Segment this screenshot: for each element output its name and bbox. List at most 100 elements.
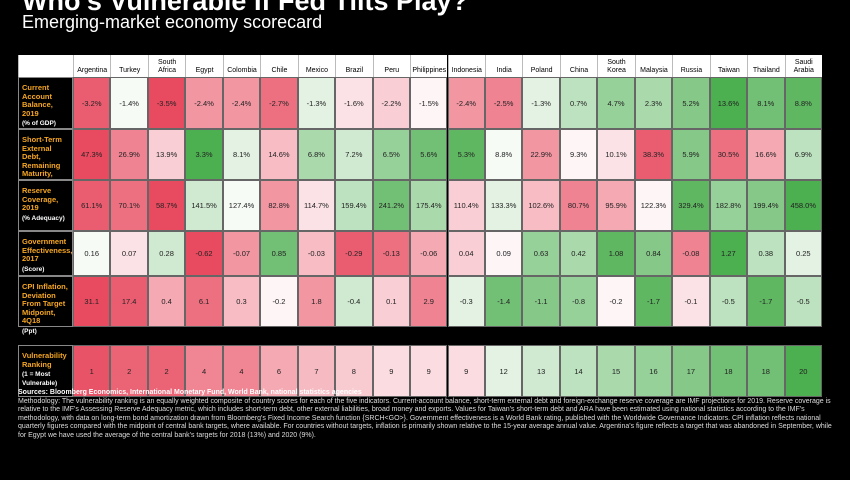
- heatmap-cell: 114.7%: [297, 180, 336, 231]
- column-header: Turkey: [110, 55, 148, 77]
- heatmap-cell: 13.9%: [147, 129, 186, 180]
- column-header: Thailand: [747, 55, 785, 77]
- ranking-cell: 15: [597, 345, 635, 397]
- heatmap-cell: -1.7: [747, 276, 785, 327]
- heatmap-cell: 2.3%: [634, 77, 673, 129]
- sources-label: Sources: Bloomberg Economics, Internatio…: [18, 389, 362, 396]
- heatmap-cell: 6.5%: [372, 129, 411, 180]
- heatmap-cell: 95.9%: [597, 180, 635, 231]
- ranking-cell: 12: [484, 345, 523, 397]
- heatmap-cell: 0.42: [559, 231, 598, 276]
- column-header: Colombia: [222, 55, 261, 77]
- heatmap-cell: 133.3%: [484, 180, 523, 231]
- ranking-cell: 9: [410, 345, 448, 397]
- heatmap-cell: 8.1%: [747, 77, 785, 129]
- heatmap-cell: 199.4%: [747, 180, 785, 231]
- heatmap-cell: 0.16: [73, 231, 111, 276]
- heatmap-cell: 0.25: [784, 231, 822, 276]
- heatmap-cell: -2.5%: [484, 77, 523, 129]
- heatmap-cell: -2.4%: [222, 77, 261, 129]
- heatmap-cell: 5.6%: [410, 129, 448, 180]
- ranking-cell: 4: [222, 345, 261, 397]
- heatmap-cell: 6.9%: [784, 129, 822, 180]
- heatmap-cell: 4.7%: [597, 77, 635, 129]
- heatmap-cell: 0.1: [372, 276, 411, 327]
- column-header: Mexico: [297, 55, 336, 77]
- heatmap-cell: 0.84: [634, 231, 673, 276]
- heatmap-cell: 8.8%: [484, 129, 523, 180]
- heatmap-cell: 5.9%: [672, 129, 710, 180]
- header-corner: [18, 55, 73, 77]
- heatmap-cell: -2.4%: [185, 77, 223, 129]
- chart-title: Who's Vulnerable If Fed Tilts Play?: [22, 0, 469, 16]
- heatmap-cell: -0.2: [260, 276, 298, 327]
- heatmap-cell: -2.7%: [260, 77, 298, 129]
- heatmap-cell: -0.07: [222, 231, 261, 276]
- ranking-cell: 18: [709, 345, 748, 397]
- heatmap-cell: -0.1: [672, 276, 710, 327]
- heatmap-cell: -1.6%: [335, 77, 373, 129]
- heatmap-cell: 0.85: [260, 231, 298, 276]
- heatmap-cell: -0.3: [447, 276, 485, 327]
- heatmap-cell: -0.08: [672, 231, 710, 276]
- heatmap-cell: 70.1%: [110, 180, 148, 231]
- heatmap-cell: 80.7%: [559, 180, 598, 231]
- column-header: Peru: [372, 55, 411, 77]
- heatmap-cell: 0.07: [110, 231, 148, 276]
- heatmap-cell: -0.5: [784, 276, 822, 327]
- heatmap-cell: 5.2%: [672, 77, 710, 129]
- heatmap-cell: 0.4: [147, 276, 186, 327]
- heatmap-cell: 38.3%: [634, 129, 673, 180]
- heatmap-cell: -0.4: [335, 276, 373, 327]
- column-header: Argentina: [73, 55, 111, 77]
- column-header: South Korea: [597, 55, 635, 77]
- heatmap-cell: -0.06: [410, 231, 448, 276]
- heatmap-cell: 3.3%: [185, 129, 223, 180]
- heatmap-cell: -2.4%: [447, 77, 485, 129]
- column-header: Philippines: [410, 55, 448, 77]
- heatmap-cell: -2.2%: [372, 77, 411, 129]
- heatmap-cell: 8.1%: [222, 129, 261, 180]
- column-header: South Africa: [147, 55, 186, 77]
- heatmap-cell: 0.04: [447, 231, 485, 276]
- heatmap-cell: 30.5%: [709, 129, 748, 180]
- heatmap-cell: 329.4%: [672, 180, 710, 231]
- ranking-cell: 17: [672, 345, 710, 397]
- ranking-cell: 1: [73, 345, 111, 397]
- heatmap-cell: 122.3%: [634, 180, 673, 231]
- column-header: Russia: [672, 55, 710, 77]
- heatmap-cell: 102.6%: [522, 180, 560, 231]
- column-header: Saudi Arabia: [784, 55, 822, 77]
- heatmap-cell: 159.4%: [335, 180, 373, 231]
- column-header: Malaysia: [634, 55, 673, 77]
- heatmap-cell: -1.4: [484, 276, 523, 327]
- heatmap-cell: 1.08: [597, 231, 635, 276]
- ranking-cell: 6: [260, 345, 298, 397]
- ranking-cell: 13: [522, 345, 560, 397]
- heatmap-cell: 82.8%: [260, 180, 298, 231]
- heatmap-cell: 47.3%: [73, 129, 111, 180]
- chart-subtitle: Emerging-market economy scorecard: [22, 12, 323, 32]
- ranking-label: Vulnerability Ranking (1 = Most Vulnerabl…: [18, 345, 73, 397]
- methodology-text: Methodology: The vulnerability ranking i…: [18, 397, 832, 439]
- heatmap-cell: -0.62: [185, 231, 223, 276]
- heatmap-cell: 458.0%: [784, 180, 822, 231]
- column-header: India: [484, 55, 523, 77]
- column-header: Brazil: [335, 55, 373, 77]
- column-header: Chile: [260, 55, 298, 77]
- heatmap-cell: -0.8: [559, 276, 598, 327]
- heatmap-cell: 26.9%: [110, 129, 148, 180]
- ranking-cell: 20: [784, 345, 822, 397]
- heatmap-cell: -0.03: [297, 231, 336, 276]
- heatmap-cell: -1.4%: [110, 77, 148, 129]
- heatmap-cell: -1.3%: [522, 77, 560, 129]
- row-label: Government Effectiveness, 2017 (Score): [18, 231, 73, 276]
- heatmap-cell: 22.9%: [522, 129, 560, 180]
- column-header: China: [559, 55, 598, 77]
- ranking-cell: 2: [147, 345, 186, 397]
- heatmap-cell: 182.8%: [709, 180, 748, 231]
- heatmap-cell: 58.7%: [147, 180, 186, 231]
- row-label: Short-Term External Debt, Remaining Matu…: [18, 129, 73, 196]
- heatmap-cell: 31.1: [73, 276, 111, 327]
- heatmap-cell: -1.7: [634, 276, 673, 327]
